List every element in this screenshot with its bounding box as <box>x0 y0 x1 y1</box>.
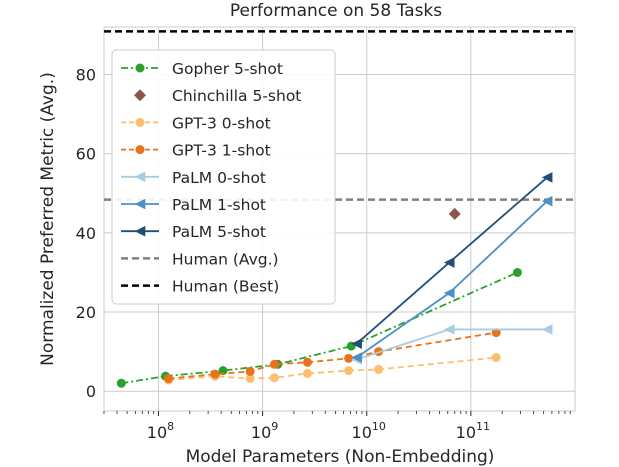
x-tick-label: 1011 <box>456 420 490 442</box>
data-point <box>245 366 255 376</box>
x-tick-label: 1010 <box>352 420 386 442</box>
legend-box <box>111 49 336 305</box>
x-axis-label: Model Parameters (Non-Embedding) <box>186 447 495 467</box>
data-point <box>443 257 455 268</box>
data-point <box>491 353 501 363</box>
data-point <box>443 324 455 335</box>
data-point <box>541 172 553 183</box>
series-line <box>168 331 497 380</box>
x-tick-label: 108 <box>147 420 174 442</box>
legend-label: Chinchilla 5-shot <box>172 87 301 105</box>
data-point <box>134 171 146 183</box>
chart-title: Performance on 58 Tasks <box>230 1 442 21</box>
data-point <box>351 352 362 363</box>
data-point <box>541 195 553 207</box>
legend-item: PaLM 0-shot <box>121 169 266 187</box>
data-point <box>303 357 313 367</box>
data-point <box>303 368 313 378</box>
legend-item: Human (Best) <box>121 278 279 296</box>
data-point <box>116 378 126 388</box>
y-tick-label: 60 <box>76 145 96 164</box>
series-line <box>168 356 497 382</box>
y-tick-label: 0 <box>86 382 96 401</box>
legend-item: Human (Avg.) <box>121 250 279 268</box>
x-tick-label: 109 <box>251 420 278 442</box>
legend-label: PaLM 5-shot <box>172 223 266 241</box>
legend-item: PaLM 5-shot <box>121 223 266 241</box>
data-point <box>269 359 279 369</box>
data-point <box>448 207 461 220</box>
y-axis-ticks: 0 20 40 60 80 <box>76 66 96 402</box>
legend-label: GPT-3 0-shot <box>172 114 271 132</box>
y-tick-label: 80 <box>76 66 96 85</box>
legend-item: GPT-3 1-shot <box>121 142 271 160</box>
data-point <box>344 353 354 363</box>
data-point <box>541 324 553 335</box>
series-group <box>116 172 553 388</box>
y-axis-label: Normalized Preferred Metric (Avg.) <box>38 72 58 366</box>
legend-item: Chinchilla 5-shot <box>134 87 301 105</box>
legend-label: Human (Avg.) <box>172 250 279 268</box>
data-point <box>135 145 145 155</box>
legend-label: Human (Best) <box>172 278 279 296</box>
data-point <box>344 366 354 376</box>
data-point <box>512 267 522 277</box>
data-point <box>374 364 384 374</box>
legend-item: GPT-3 0-shot <box>121 114 271 132</box>
series-gpt-3-1-shot <box>164 328 501 384</box>
data-point <box>443 287 455 299</box>
data-point <box>134 198 146 210</box>
data-point <box>210 369 220 379</box>
legend-label: PaLM 1-shot <box>172 196 266 214</box>
legend-item: Gopher 5-shot <box>121 60 283 78</box>
legend-label: GPT-3 1-shot <box>172 142 271 160</box>
data-point <box>351 338 362 350</box>
legend-item: PaLM 1-shot <box>121 196 266 214</box>
data-point <box>164 374 174 384</box>
data-point <box>134 225 146 237</box>
x-axis-ticks: 108 109 1010 1011 <box>103 411 571 442</box>
data-point <box>134 89 146 102</box>
data-point <box>491 328 501 338</box>
data-point <box>245 374 255 384</box>
series-chinchilla-5-shot <box>448 207 461 220</box>
data-point <box>135 117 145 127</box>
legend-label: Gopher 5-shot <box>172 60 283 78</box>
series-palm-1-shot <box>351 195 553 363</box>
y-tick-label: 20 <box>76 303 96 322</box>
legend: Gopher 5-shot Chinchilla 5-shot GPT-3 0-sh… <box>111 49 336 305</box>
data-point <box>269 373 279 383</box>
data-point <box>135 63 145 73</box>
series-palm-5-shot <box>351 172 553 350</box>
y-tick-label: 40 <box>76 224 96 243</box>
legend-label: PaLM 0-shot <box>172 169 266 187</box>
